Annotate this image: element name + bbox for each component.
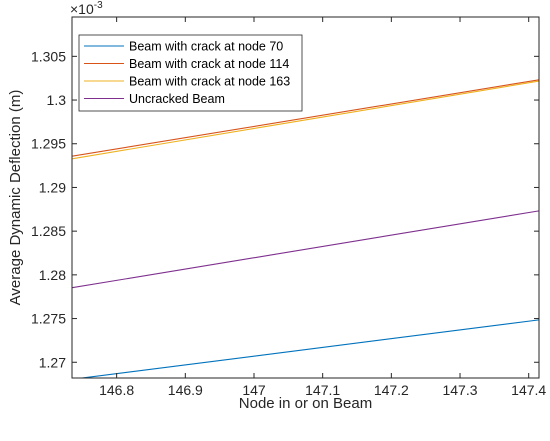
y-tick-label: 1.28 — [39, 267, 66, 283]
series-line-3 — [72, 80, 539, 160]
y-tick-label: 1.305 — [31, 48, 66, 64]
y-tick-label: 1.27 — [39, 354, 66, 370]
x-tick-label: 147.3 — [442, 382, 477, 398]
x-tick-label: 147.1 — [305, 382, 340, 398]
x-axis-title: Node in or on Beam — [239, 395, 372, 412]
y-tick-label: 1.285 — [31, 223, 66, 239]
x-tick-label: 147.2 — [374, 382, 409, 398]
y-tick-label: 1.295 — [31, 136, 66, 152]
y-tick-label: 1.29 — [39, 179, 66, 195]
series-line-1 — [77, 319, 539, 378]
series-line-4 — [72, 210, 539, 289]
x-tick-label: 146.9 — [168, 382, 203, 398]
legend-label-4: Uncracked Beam — [129, 92, 225, 106]
y-tick-label: 1.3 — [47, 92, 67, 108]
legend-label-3: Beam with crack at node 163 — [129, 75, 290, 89]
axis-ticks: 146.8 146.9 147 147.1 147.2 147.3 147.4 1.27 1.2… — [31, 17, 546, 398]
series-line-2 — [72, 79, 539, 157]
plot-frame — [71, 16, 540, 379]
x-tick-label: 146.8 — [99, 382, 134, 398]
legend-label-2: Beam with crack at node 114 — [129, 57, 289, 71]
legend: Beam with crack at node 70 Beam with crac… — [78, 34, 303, 112]
legend-label-1: Beam with crack at node 70 — [129, 40, 283, 54]
y-exponent-base: ×10 — [70, 1, 94, 17]
x-tick-label: 147.4 — [511, 382, 546, 398]
y-exponent-label: ×10-3 — [70, 0, 103, 17]
x-tick-label: 147 — [242, 382, 266, 398]
y-axis-title: Average Dynamic Deflection (m) — [7, 90, 24, 306]
y-tick-label: 1.275 — [31, 311, 66, 327]
y-exponent-power: -3 — [94, 0, 103, 11]
series-lines — [72, 79, 539, 378]
